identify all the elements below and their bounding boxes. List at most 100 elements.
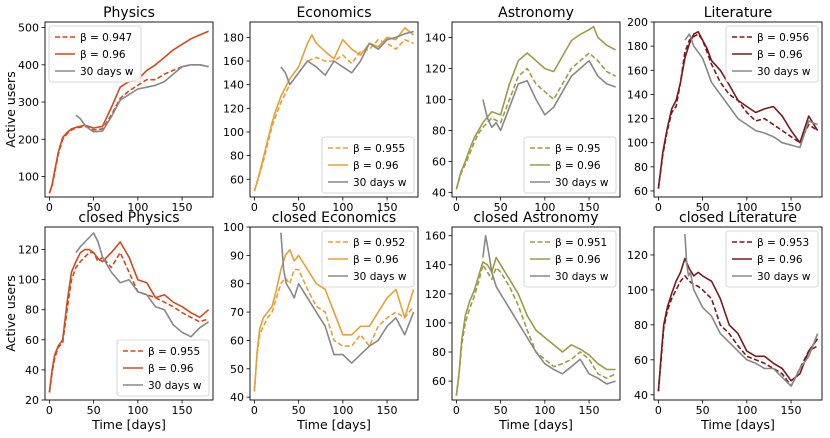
- x-tick-label: 150: [781, 404, 802, 417]
- legend: β = 0.956 β = 0.96 30 days w: [725, 25, 819, 83]
- x-tick-label: 0: [251, 201, 258, 214]
- x-tick-label: 50: [696, 201, 710, 214]
- y-tick-label: 120: [425, 288, 446, 301]
- legend-label: β = 0.955: [353, 143, 405, 155]
- chart-panel: 0 50 100 150 20 40 60 80 100 120 closed Physics Act…: [3, 210, 214, 432]
- y-tick-label: 500: [18, 22, 39, 35]
- chart-title: closed Literature: [679, 210, 797, 226]
- legend-box: [48, 25, 142, 83]
- legend-label: β = 0.96: [353, 160, 399, 172]
- x-tick-label: 150: [579, 201, 600, 214]
- x-tick-label: 0: [655, 201, 662, 214]
- plot-frame: [451, 21, 621, 198]
- series-line: [482, 234, 616, 385]
- chart-title: Astronomy: [498, 5, 574, 21]
- x-axis-label: Time [days]: [700, 417, 775, 432]
- plot-frame: [653, 226, 823, 401]
- y-tick-label: 60: [432, 155, 446, 168]
- y-tick-label: 100: [223, 126, 244, 139]
- legend-label: β = 0.96: [757, 254, 803, 266]
- x-tick-label: 50: [87, 201, 101, 214]
- legend-label: β = 0.96: [757, 49, 803, 61]
- series-line: [75, 64, 209, 133]
- legend-label: 30 days w: [555, 271, 609, 283]
- x-tick-label: 0: [251, 404, 258, 417]
- legend: β = 0.953 β = 0.96 30 days w: [725, 230, 819, 288]
- y-tick-label: 60: [432, 375, 446, 388]
- y-tick-label: 120: [425, 62, 446, 75]
- y-tick-label: 60: [25, 334, 39, 347]
- legend-label: 30 days w: [757, 271, 811, 283]
- x-tick-label: 150: [781, 201, 802, 214]
- y-tick-label: 160: [223, 55, 244, 68]
- y-tick-label: 160: [627, 64, 648, 77]
- x-tick-label: 150: [172, 404, 193, 417]
- legend-label: 30 days w: [353, 271, 407, 283]
- y-tick-label: 100: [627, 137, 648, 150]
- plot-frame: [44, 226, 214, 401]
- y-tick-label: 60: [634, 185, 648, 198]
- series-line: [657, 33, 819, 189]
- legend-label: 30 days w: [757, 66, 811, 78]
- legend-box: [725, 25, 819, 83]
- legend-label: 30 days w: [80, 66, 134, 78]
- series-line: [48, 64, 209, 194]
- series-line: [455, 263, 616, 396]
- legend-label: 30 days w: [555, 177, 609, 189]
- legend-label: β = 0.96: [353, 254, 399, 266]
- legend: β = 0.955 β = 0.96 30 days w: [116, 339, 210, 397]
- y-tick-label: 160: [425, 230, 446, 243]
- y-tick-label: 140: [425, 259, 446, 272]
- chart-title: closed Economics: [272, 210, 396, 226]
- series-line: [280, 30, 414, 86]
- x-tick-label: 100: [127, 404, 148, 417]
- y-tick-label: 140: [627, 88, 648, 101]
- series-line: [455, 256, 616, 396]
- legend-label: β = 0.95: [555, 143, 601, 155]
- series-line: [657, 257, 819, 392]
- y-axis-label: Active users: [3, 275, 18, 351]
- y-tick-label: 100: [18, 274, 39, 287]
- chart-panel: 0 50 100 150 40 50 60 70 80 90 100 closed Economics…: [223, 210, 419, 432]
- series-line: [684, 233, 819, 387]
- x-tick-label: 100: [534, 404, 555, 417]
- series-line: [455, 52, 616, 190]
- legend: β = 0.951 β = 0.96 30 days w: [523, 230, 617, 288]
- series-line: [482, 59, 616, 132]
- plot-frame: [451, 226, 621, 401]
- legend-box: [523, 230, 617, 288]
- y-tick-label: 40: [432, 186, 446, 199]
- x-tick-label: 100: [736, 404, 757, 417]
- x-tick-label: 100: [534, 201, 555, 214]
- y-tick-label: 180: [223, 31, 244, 44]
- x-axis-label: Time [days]: [498, 417, 573, 432]
- y-tick-label: 100: [627, 284, 648, 297]
- legend: β = 0.952 β = 0.96 30 days w: [321, 230, 415, 288]
- y-tick-label: 200: [627, 16, 648, 29]
- x-tick-label: 50: [696, 404, 710, 417]
- x-tick-label: 0: [46, 201, 53, 214]
- plot-frame: [44, 21, 214, 198]
- x-axis-label: Time [days]: [91, 417, 166, 432]
- y-tick-label: 140: [223, 79, 244, 92]
- legend-label: β = 0.947: [80, 32, 132, 44]
- legend-label: 30 days w: [353, 177, 407, 189]
- chart-panel: 0 50 100 150 60 80 100 120 140 160 180 Economics β =…: [223, 5, 419, 214]
- series-line: [253, 27, 415, 192]
- y-tick-label: 300: [18, 96, 39, 109]
- legend: β = 0.947 β = 0.96 30 days w: [48, 25, 142, 83]
- y-tick-label: 50: [230, 363, 244, 376]
- legend-box: [523, 136, 617, 194]
- x-tick-label: 150: [377, 404, 398, 417]
- x-axis-label: Time [days]: [296, 417, 371, 432]
- x-tick-label: 50: [494, 201, 508, 214]
- x-tick-label: 100: [332, 404, 353, 417]
- chart-title: closed Astronomy: [473, 210, 598, 226]
- x-tick-label: 0: [453, 404, 460, 417]
- chart-title: closed Physics: [78, 210, 179, 226]
- y-tick-label: 100: [425, 93, 446, 106]
- x-tick-label: 150: [172, 201, 193, 214]
- series-line: [657, 275, 819, 392]
- legend-label: β = 0.952: [353, 237, 405, 249]
